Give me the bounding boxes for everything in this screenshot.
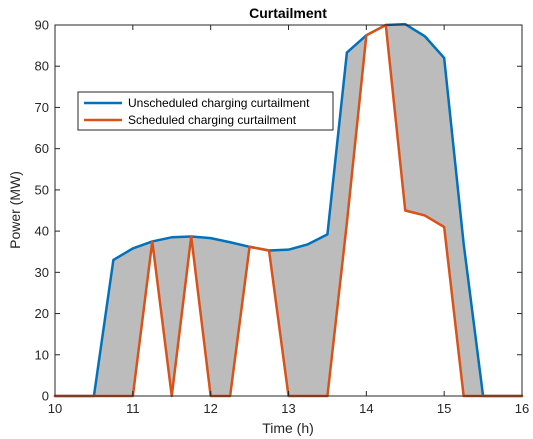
legend-box [77,91,334,131]
x-axis-label: Time (h) [262,420,314,436]
y-tick-label: 60 [35,141,49,156]
legend-label: Scheduled charging curtailment [128,113,297,127]
data-point-unscheduled [229,241,231,244]
data-point-scheduled [365,34,368,37]
data-point-unscheduled [307,243,309,246]
x-tick-label: 13 [281,401,295,416]
x-tick-label: 12 [203,401,217,416]
y-tick-label: 50 [35,182,49,197]
data-point-unscheduled [423,35,426,37]
x-tick-label: 11 [126,401,140,416]
data-point-unscheduled [287,248,290,251]
y-axis-label: Power (MW) [7,171,23,249]
x-tick-label: 15 [437,401,451,416]
x-tick-label: 10 [48,401,62,416]
data-point-unscheduled [132,247,134,250]
data-point-scheduled [423,214,426,217]
data-point-scheduled [268,249,270,252]
data-point-unscheduled [326,233,329,236]
y-tick-label: 20 [35,306,49,321]
data-point-scheduled [346,222,348,224]
data-point-unscheduled [209,237,212,239]
data-point-unscheduled [170,236,173,239]
y-tick-label: 80 [35,59,49,74]
data-point-unscheduled [443,57,445,59]
legend-label: Unscheduled charging curtailment [128,96,310,110]
x-tick-label: 14 [359,401,373,416]
y-tick-label: 90 [35,18,49,33]
data-point-unscheduled [346,51,348,54]
y-tick-label: 70 [35,100,49,115]
data-point-unscheduled [462,242,465,245]
data-point-scheduled [151,240,154,243]
data-point-scheduled [404,209,407,212]
legend: Unscheduled charging curtailment Schedule… [77,91,334,131]
y-tick-label: 0 [42,389,49,404]
y-tick-label: 40 [35,224,49,239]
data-point-scheduled [443,226,445,228]
y-tick-label: 10 [35,347,49,362]
data-point-unscheduled [112,259,115,261]
data-point-scheduled [190,235,193,238]
data-point-scheduled [248,245,251,248]
fill-between-area [55,24,522,397]
y-tick-label: 30 [35,265,49,280]
x-tick-label: 16 [515,401,529,416]
chart-title: Curtailment [249,5,327,21]
